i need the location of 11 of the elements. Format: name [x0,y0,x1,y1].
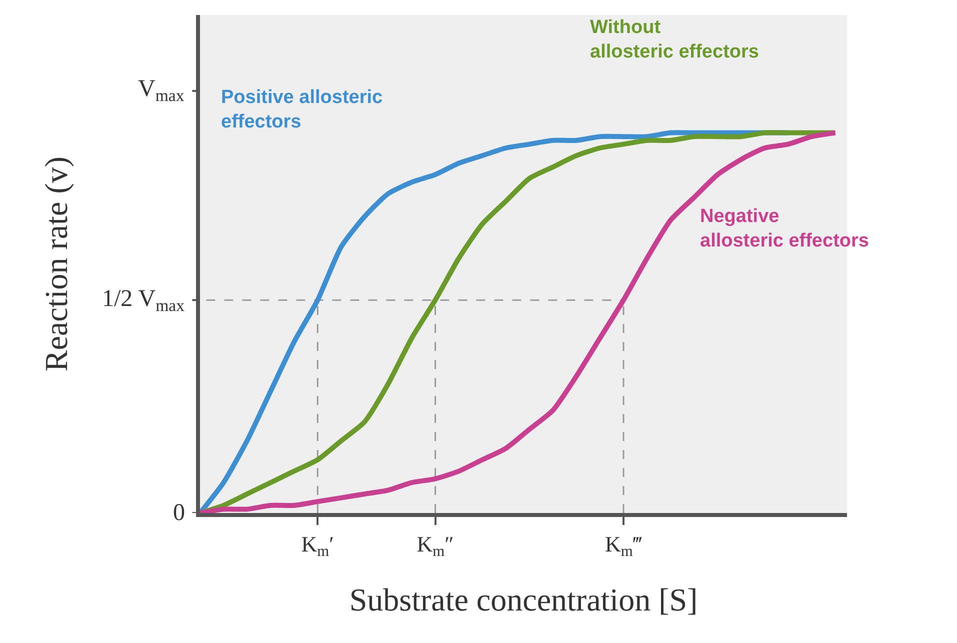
ref-line-label: V$_{max}$ [138,76,185,106]
text: Without allosteric effectors [590,17,759,63]
annotation: Negative allosteric effectors [700,206,869,252]
ref-line-label: 1/2 V$_{max}$ [102,286,186,316]
ref-line-label: 0 [173,500,185,526]
x-tick-label: K$_{m}$″ [416,531,454,560]
x-tick-label: K$_{m}$‴ [604,531,642,560]
y-axis-title: Reaction rate (v) [38,156,74,372]
text: Positive allosteric effectors [221,87,384,133]
x-axis-title: Substrate concentration [S] [349,581,698,618]
x-tick-label: K$_{m}$′ [301,531,334,560]
